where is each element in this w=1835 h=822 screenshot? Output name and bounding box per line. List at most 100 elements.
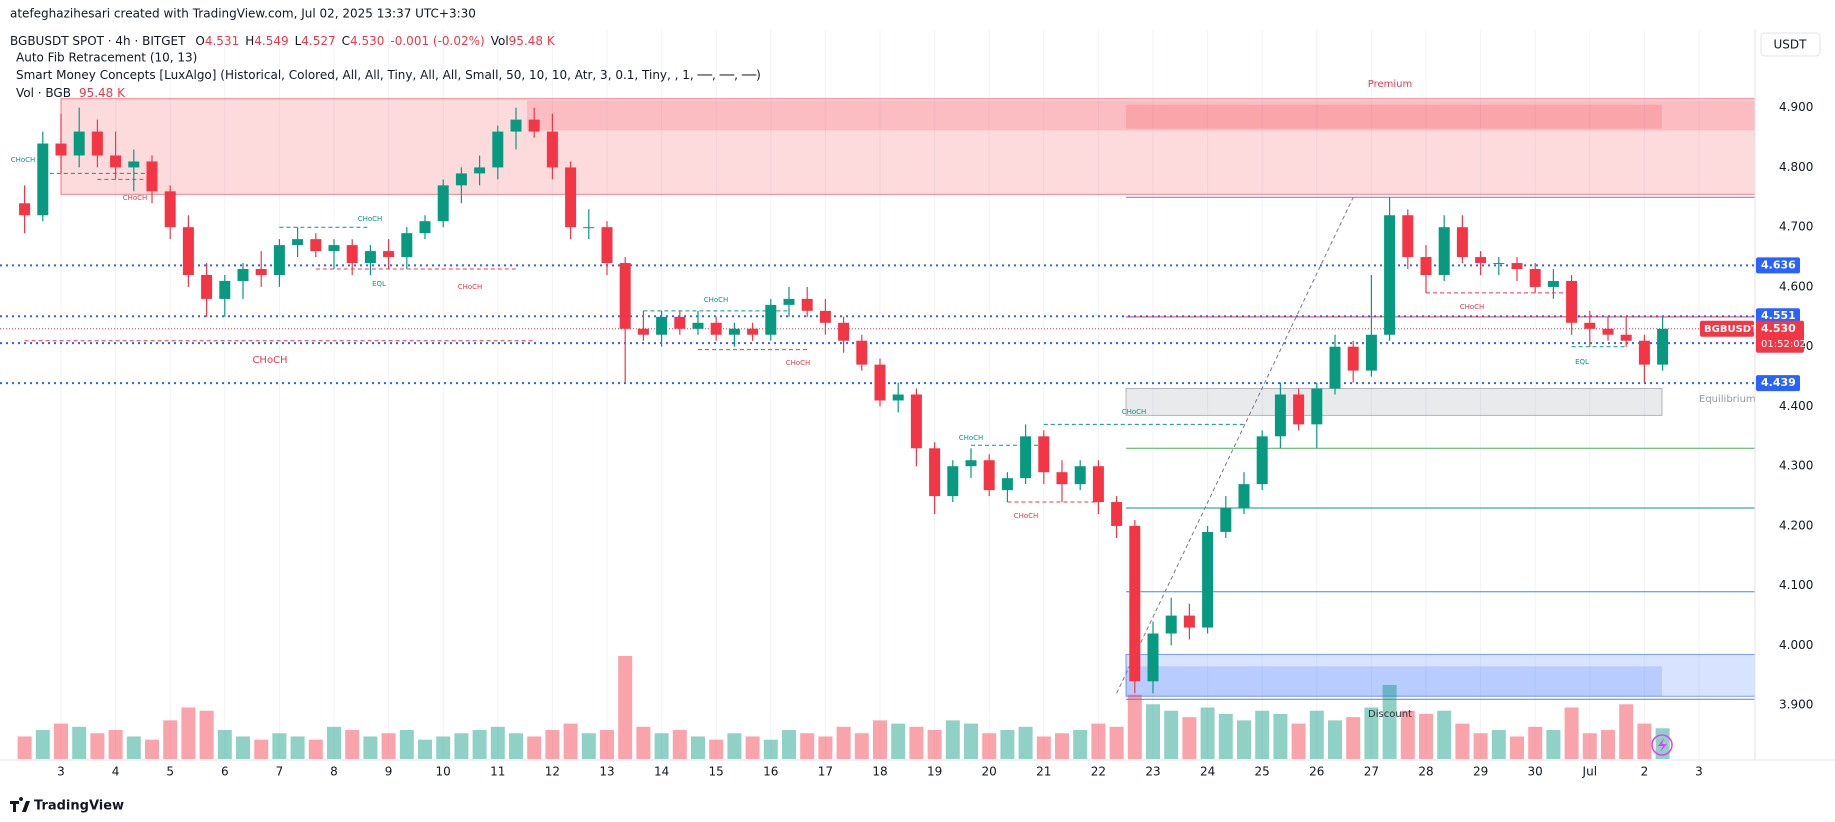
volume-bar (727, 733, 742, 759)
candle-body (1402, 215, 1414, 258)
annotation: EQL (1575, 358, 1589, 366)
zone-shade (1126, 666, 1662, 697)
volume-bar (17, 736, 32, 759)
candle-body (146, 161, 158, 192)
logo-text: TradingView (34, 799, 124, 814)
annotation: CHoCH (1014, 512, 1039, 520)
volume-bar (381, 733, 396, 759)
ohlc-key: O (195, 34, 204, 48)
candle-body (546, 131, 558, 168)
candle-body (1493, 263, 1505, 265)
annotation: CHoCH (959, 434, 984, 442)
candle-body (1293, 394, 1305, 425)
volume-bar (982, 733, 997, 759)
volume-bar (1328, 720, 1342, 759)
volume-bar (1073, 730, 1088, 759)
volume-bar (108, 730, 123, 759)
ohlc-key: H (245, 34, 254, 48)
zone-shade (1126, 104, 1662, 129)
x-tick-label: 27 (1364, 765, 1379, 779)
candle-body (1147, 633, 1159, 682)
volume-bar (72, 726, 87, 759)
candle-body (1456, 227, 1468, 258)
x-tick-label: 23 (1145, 765, 1160, 779)
alert-icon-bolt (1658, 738, 1667, 752)
volume-bar (1127, 694, 1142, 759)
candle-body (1074, 466, 1086, 485)
candle-body (601, 227, 613, 264)
volume-bar (836, 726, 851, 759)
candle-body (437, 185, 449, 222)
volume-bar (1382, 684, 1397, 759)
y-tick-label: 4.000 (1779, 638, 1813, 652)
candle-body (237, 269, 249, 281)
annotation: CHoCH (1460, 303, 1485, 311)
candle-body (201, 274, 213, 299)
volume-bar (290, 736, 305, 759)
annotation: CHoCH (458, 283, 483, 291)
volume-bar (90, 733, 105, 759)
volume-bar (181, 707, 196, 759)
volume-bar (745, 736, 760, 759)
candle-body (1202, 531, 1214, 628)
annotation: EQL (372, 280, 386, 288)
currency-button[interactable] (1760, 32, 1821, 57)
candle-body (892, 394, 904, 401)
zone (1125, 388, 1663, 416)
symbol-label: BGBUSDT (1704, 324, 1758, 335)
y-tick-label: 4.600 (1779, 279, 1813, 293)
candle-body (128, 161, 140, 168)
volume-bar (509, 733, 523, 759)
last-price-label: 4.530 (1761, 322, 1796, 335)
candle-body (1183, 615, 1195, 628)
candle-body (1584, 322, 1596, 329)
candle-body (510, 119, 522, 132)
volume-bar (454, 733, 469, 759)
x-tick-label: 25 (1255, 765, 1270, 779)
x-tick-label: 5 (166, 765, 174, 779)
candle-body (455, 173, 467, 186)
y-tick-label: 4.200 (1779, 518, 1813, 532)
volume-bar (199, 710, 214, 759)
volume-bar (964, 723, 978, 759)
vol-value: 95.48 K (509, 34, 556, 48)
price-label: 4.439 (1761, 376, 1796, 389)
candle-body (1620, 334, 1632, 341)
x-tick-label: 17 (818, 765, 833, 779)
volume-bar (1437, 710, 1452, 759)
volume-bar (1182, 717, 1197, 759)
volume-bar (1510, 736, 1524, 759)
volume-bar (363, 736, 378, 759)
candle-body (328, 245, 340, 252)
alert-icon[interactable] (1651, 734, 1673, 756)
vol-indicator-name: Vol · BGB (16, 86, 71, 100)
vol-indicator-value: 95.48 K (79, 86, 126, 100)
ohlc-value: 4.531 (205, 34, 239, 48)
candle-body (55, 143, 67, 156)
candle-body (1311, 388, 1323, 425)
volume-bar (472, 730, 487, 759)
candle-body (1111, 502, 1123, 526)
volume-bar (763, 739, 778, 759)
ohlc-key: C (342, 34, 350, 48)
volume-bar (1255, 710, 1270, 759)
price-label: 4.551 (1761, 309, 1796, 322)
x-tick-label: 20 (982, 765, 997, 779)
annotation: CHoCH (123, 194, 148, 202)
candle-body (728, 328, 740, 335)
volume-bar (654, 733, 669, 759)
candle-body (292, 239, 304, 246)
volume-bar (1637, 723, 1652, 759)
x-tick-label: 8 (330, 765, 338, 779)
logo-mark (10, 797, 30, 812)
volume-bar (1364, 707, 1379, 759)
x-tick-label: 15 (709, 765, 724, 779)
candle-body (310, 239, 322, 252)
volume-bar (618, 656, 633, 759)
candle-body (874, 364, 886, 401)
zone (60, 98, 1756, 195)
volume-bar (436, 736, 451, 759)
symbol-box (1700, 320, 1754, 337)
symbol: BGBUSDT SPOT · 4h · BITGET (10, 34, 186, 48)
